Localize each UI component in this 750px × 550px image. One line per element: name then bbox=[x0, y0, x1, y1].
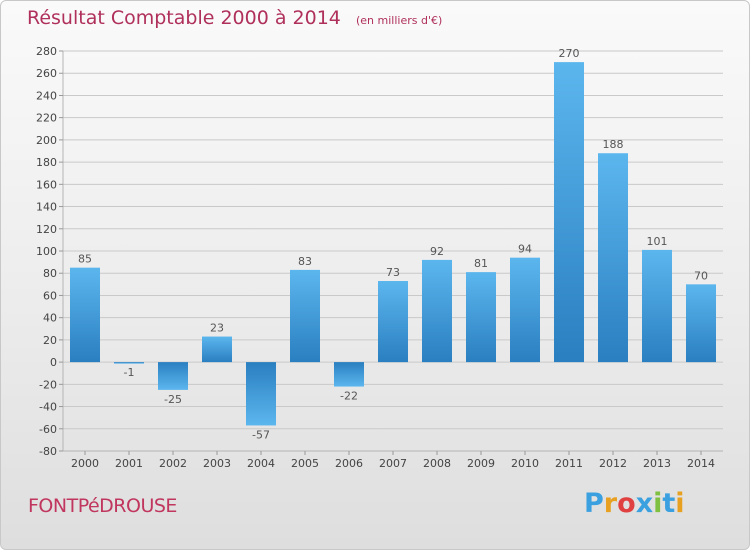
y-tick-label: 20 bbox=[43, 334, 57, 347]
y-tick-label: 120 bbox=[36, 223, 57, 236]
title-row: Résultat Comptable 2000 à 2014 (en milli… bbox=[27, 7, 442, 29]
bar-layer bbox=[70, 62, 716, 426]
value-label: 101 bbox=[647, 235, 668, 248]
value-label: 85 bbox=[78, 253, 92, 266]
y-tick-label: 160 bbox=[36, 178, 57, 191]
logo-letter: x bbox=[635, 488, 654, 519]
bar-2004 bbox=[246, 362, 276, 426]
bar-2001 bbox=[114, 362, 144, 364]
x-tick-label: 2005 bbox=[291, 457, 319, 470]
y-tick-label: 180 bbox=[36, 156, 57, 169]
value-label: 92 bbox=[430, 245, 444, 258]
bar-2008 bbox=[422, 259, 452, 363]
logo-letter: P bbox=[584, 488, 604, 519]
bar-2003 bbox=[202, 336, 232, 363]
x-tick-label: 2011 bbox=[555, 457, 583, 470]
x-tick-label: 2002 bbox=[159, 457, 187, 470]
value-label: 70 bbox=[694, 269, 708, 282]
y-tick-label: 60 bbox=[43, 289, 57, 302]
x-tick-label: 2004 bbox=[247, 457, 275, 470]
value-label: 73 bbox=[386, 266, 400, 279]
value-label: 23 bbox=[210, 322, 224, 335]
x-tick-label: 2001 bbox=[115, 457, 143, 470]
bar-2014 bbox=[686, 284, 716, 363]
logo-letter: o bbox=[617, 488, 636, 519]
y-tick-label: 100 bbox=[36, 245, 57, 258]
logo-letter: i bbox=[675, 488, 685, 519]
x-tick-label: 2014 bbox=[687, 457, 715, 470]
y-tick-label: 140 bbox=[36, 201, 57, 214]
y-tick-label: 40 bbox=[43, 312, 57, 325]
x-tick-label: 2009 bbox=[467, 457, 495, 470]
bar-2009 bbox=[466, 272, 496, 363]
bar-2002 bbox=[158, 362, 188, 390]
logo-letter: r bbox=[603, 488, 618, 519]
value-label: -57 bbox=[252, 428, 270, 441]
x-tick-label: 2003 bbox=[203, 457, 231, 470]
label-layer: 85 -1 -25 23 -57 83 -22 73 92 81 94 270 188 101 70 bbox=[78, 47, 708, 441]
y-tick-label: 240 bbox=[36, 89, 57, 102]
proxiti-logo[interactable]: Proxiti bbox=[584, 488, 685, 519]
bar-2010 bbox=[510, 257, 540, 363]
y-tick-label: 260 bbox=[36, 67, 57, 80]
value-label: -25 bbox=[164, 393, 182, 406]
bar-2012 bbox=[598, 153, 628, 363]
x-tick-label: 2000 bbox=[71, 457, 99, 470]
y-tick-label: 280 bbox=[36, 45, 57, 58]
y-tick-label: -80 bbox=[39, 445, 57, 458]
x-tick-label: 2008 bbox=[423, 457, 451, 470]
bar-2007 bbox=[378, 281, 408, 363]
x-tick-label: 2010 bbox=[511, 457, 539, 470]
chart-unit: (en milliers d'€) bbox=[355, 14, 443, 27]
value-label: 270 bbox=[559, 47, 580, 60]
value-label: 83 bbox=[298, 255, 312, 268]
y-tick-label: -40 bbox=[39, 401, 57, 414]
y-tick-label: 200 bbox=[36, 134, 57, 147]
axis-layer: -80-60-40-200204060801001201401601802002… bbox=[36, 45, 723, 470]
x-tick-label: 2013 bbox=[643, 457, 671, 470]
x-tick-label: 2006 bbox=[335, 457, 363, 470]
logo-letter: t bbox=[662, 488, 676, 519]
y-tick-label: 80 bbox=[43, 267, 57, 280]
bar-2006 bbox=[334, 362, 364, 387]
y-tick-label: 220 bbox=[36, 112, 57, 125]
commune-name: FONTPéDROUSE bbox=[28, 495, 177, 517]
x-tick-label: 2012 bbox=[599, 457, 627, 470]
value-label: 81 bbox=[474, 257, 488, 270]
bar-2005 bbox=[290, 269, 320, 363]
y-tick-label: -60 bbox=[39, 423, 57, 436]
x-tick-label: 2007 bbox=[379, 457, 407, 470]
logo-letter: i bbox=[653, 488, 663, 519]
y-tick-label: -20 bbox=[39, 378, 57, 391]
value-label: 188 bbox=[603, 138, 624, 151]
value-label: 94 bbox=[518, 243, 532, 256]
chart-title: Résultat Comptable 2000 à 2014 bbox=[27, 7, 341, 29]
value-label: -1 bbox=[124, 366, 135, 379]
y-tick-label: 0 bbox=[50, 356, 57, 369]
bar-2013 bbox=[642, 249, 672, 363]
bar-2011 bbox=[554, 62, 584, 363]
bar-2000 bbox=[70, 267, 100, 363]
value-label: -22 bbox=[340, 390, 358, 403]
